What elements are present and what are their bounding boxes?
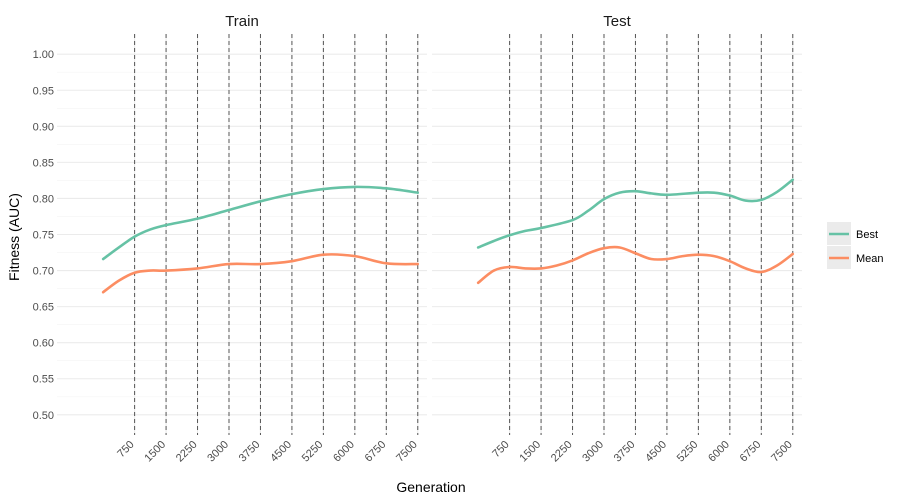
x-tick-label: 6000 xyxy=(331,439,357,465)
y-tick-label: 0.75 xyxy=(33,230,54,242)
x-tick-label: 6750 xyxy=(738,439,764,465)
y-tick-label: 0.85 xyxy=(33,157,54,169)
y-tick-label: 0.90 xyxy=(33,121,54,133)
y-tick-label: 0.80 xyxy=(33,193,54,205)
series-line-mean xyxy=(101,253,420,294)
y-tick-label: 0.50 xyxy=(33,410,54,422)
x-tick-label: 1500 xyxy=(517,439,543,465)
panel-train: Train 0.50 0.55 0.60 0.65 0.70 0.75 0.80 0.85 0.9… xyxy=(33,13,427,464)
x-axis-title: Generation xyxy=(396,479,465,495)
legend-label-mean: Mean xyxy=(856,253,884,265)
panel-title: Train xyxy=(225,13,259,30)
x-tick-label: 7500 xyxy=(394,439,420,465)
x-tick-label: 5250 xyxy=(675,439,701,465)
x-tick-label: 1500 xyxy=(142,439,168,465)
y-tick-label: 0.95 xyxy=(33,85,54,97)
x-tick-label: 3750 xyxy=(612,439,638,465)
panel-test: Test 750 1500 2250 3000 3750 4500 5250 6000 6750 7… xyxy=(432,13,802,464)
series-line-mean xyxy=(476,245,795,285)
x-tick-label: 2250 xyxy=(174,439,200,465)
y-axis-title: Fitness (AUC) xyxy=(6,193,22,281)
x-tick-label: 3750 xyxy=(237,439,263,465)
y-tick-label: 0.70 xyxy=(33,266,54,278)
series-line-best xyxy=(476,178,795,249)
panels-layer: Train 0.50 0.55 0.60 0.65 0.70 0.75 0.80 0.85 0.9… xyxy=(33,13,802,464)
y-tick-label: 0.55 xyxy=(33,374,54,386)
legend: Best Mean xyxy=(827,222,884,269)
y-tick-label: 0.65 xyxy=(33,302,54,314)
legend-label-best: Best xyxy=(856,229,878,241)
x-tick-label: 3000 xyxy=(580,439,606,465)
x-tick-label: 5250 xyxy=(300,439,326,465)
x-tick-label: 4500 xyxy=(643,439,669,465)
x-tick-label: 750 xyxy=(115,439,136,460)
series-line-best xyxy=(101,185,420,261)
panel-title: Test xyxy=(603,13,631,30)
x-tick-label: 2250 xyxy=(549,439,575,465)
x-tick-label: 7500 xyxy=(769,439,795,465)
x-tick-label: 6750 xyxy=(363,439,389,465)
x-tick-label: 6000 xyxy=(706,439,732,465)
x-tick-label: 3000 xyxy=(205,439,231,465)
y-tick-label: 1.00 xyxy=(33,49,54,61)
y-tick-label: 0.60 xyxy=(33,338,54,350)
x-tick-label: 4500 xyxy=(268,439,294,465)
x-tick-label: 750 xyxy=(490,439,511,460)
